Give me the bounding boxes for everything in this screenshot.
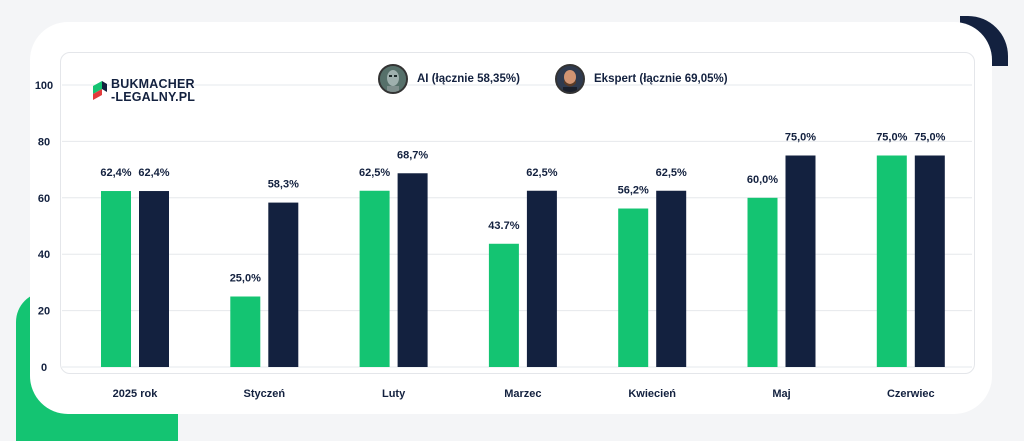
brand-line-1: BUKMACHER	[111, 77, 195, 91]
y-tick-label: 40	[38, 249, 50, 261]
x-tick-label: Marzec	[504, 388, 541, 400]
legend-item-expert: Ekspert (łącznie 69,05%)	[555, 64, 728, 94]
bar-ai	[618, 208, 649, 367]
y-tick-label: 60	[38, 193, 50, 205]
bar-ai	[359, 190, 390, 367]
data-label-expert: 68,7%	[397, 149, 428, 161]
y-tick-label: 20	[38, 306, 50, 318]
bar-expert	[785, 155, 816, 367]
x-tick-label: Maj	[772, 388, 790, 400]
robot-avatar-icon	[378, 64, 408, 94]
legend-item-ai: AI (łącznie 58,35%)	[378, 64, 520, 94]
data-label-ai: 62,4%	[100, 167, 131, 179]
data-label-ai: 25,0%	[230, 273, 261, 285]
data-label-expert: 62,4%	[138, 167, 169, 179]
data-label-ai: 56,2%	[618, 185, 649, 197]
data-label-expert: 75,0%	[914, 132, 945, 144]
brand-logo: BUKMACHER -LEGALNY.PL	[93, 78, 195, 104]
data-label-ai: 62,5%	[359, 167, 390, 179]
bar-ai	[876, 155, 907, 367]
bar-expert	[139, 191, 169, 367]
x-tick-label: Kwiecień	[628, 388, 676, 400]
bar-expert	[397, 173, 428, 367]
data-label-ai: 75,0%	[876, 132, 907, 144]
x-tick-label: Styczeń	[244, 388, 286, 400]
bar-ai	[747, 197, 778, 367]
bar-ai	[101, 191, 131, 367]
data-label-expert: 62,5%	[526, 167, 557, 179]
y-tick-label: 100	[35, 80, 53, 92]
brand-name: BUKMACHER -LEGALNY.PL	[111, 78, 195, 104]
bar-expert	[526, 190, 557, 367]
bar-expert	[914, 155, 945, 367]
brand-line-2: -LEGALNY.PL	[111, 90, 196, 104]
x-tick-label: 2025 rok	[113, 388, 159, 400]
x-tick-label: Czerwiec	[887, 388, 935, 400]
bar-expert	[268, 202, 299, 367]
data-label-expert: 58,3%	[268, 179, 299, 191]
data-label-expert: 62,5%	[656, 167, 687, 179]
data-label-ai: 43.7%	[488, 220, 519, 232]
expert-avatar-icon	[555, 64, 585, 94]
y-tick-label: 0	[41, 362, 47, 374]
data-label-expert: 75,0%	[785, 132, 816, 144]
bar-expert	[656, 190, 687, 367]
y-tick-label: 80	[38, 136, 50, 148]
data-label-ai: 60,0%	[747, 174, 778, 186]
legend-label-ai: AI (łącznie 58,35%)	[417, 73, 520, 85]
legend-label-expert: Ekspert (łącznie 69,05%)	[594, 73, 728, 85]
x-tick-label: Luty	[382, 388, 406, 400]
brand-logo-icon	[93, 80, 107, 102]
bar-ai	[488, 243, 519, 367]
bar-ai	[230, 296, 261, 367]
